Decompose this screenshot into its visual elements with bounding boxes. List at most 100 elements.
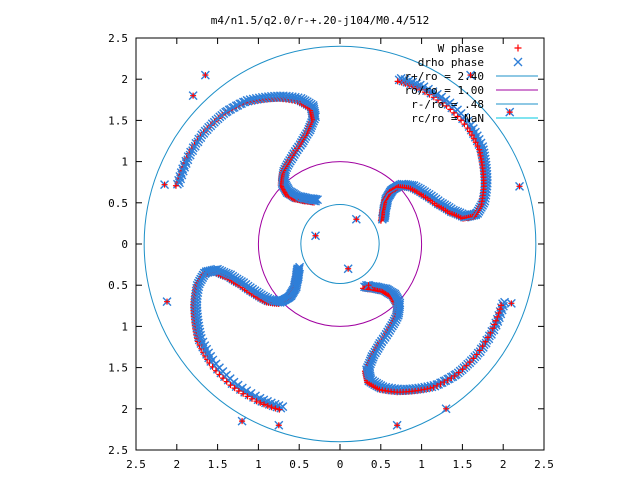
arm-2-w-point-95 — [470, 355, 477, 362]
scatter-w-3 — [202, 72, 209, 79]
scatter-w-4 — [239, 418, 246, 425]
arm-2-w-point-99 — [482, 338, 489, 345]
legend-label-1: drho phase — [418, 56, 484, 69]
y-tick-label-2: 1.5 — [108, 362, 128, 375]
legend-marker-1 — [513, 57, 523, 67]
radius-circle-2 — [300, 203, 380, 285]
arm-2-w-point-91 — [455, 369, 462, 376]
y-tick-label-10: 2.5 — [108, 32, 128, 45]
scatter-w-13 — [312, 232, 319, 239]
arm-1-w-point-86 — [472, 139, 479, 146]
arm-2-w-point-108 — [498, 302, 505, 309]
x-tick-label-3: 1 — [255, 458, 262, 471]
radius-circle-1 — [257, 161, 423, 327]
arm-0 — [172, 91, 323, 206]
radius-circles — [143, 45, 537, 443]
x-tick-label-10: 2.5 — [534, 458, 554, 471]
y-tick-label-4: 0.5 — [108, 279, 128, 292]
x-tick-label-6: 0.5 — [371, 458, 391, 471]
arm-1-w-point-92 — [458, 117, 465, 124]
y-tick-label-3: 1 — [121, 320, 128, 333]
arm-2 — [359, 280, 510, 396]
y-tick-label-8: 1.5 — [108, 114, 128, 127]
arm-3-w-point-94 — [219, 375, 226, 382]
scatter-w-9 — [516, 183, 523, 190]
scatter-w-15 — [365, 282, 372, 289]
x-tick-label-5: 0 — [337, 458, 344, 471]
chart-title: m4/n1.5/q2.0/r-+.20-j104/M0.4/512 — [211, 14, 430, 27]
legend-label-3: ro/ro = 1.00 — [405, 84, 484, 97]
arm-1-w-point-83 — [476, 149, 483, 156]
x-tick-label-0: 2.5 — [126, 458, 146, 471]
arm-3-w-point-95 — [223, 378, 230, 385]
y-tick-label-5: 0 — [121, 238, 128, 251]
arm-1-w-point-84 — [476, 146, 483, 153]
arm-3-w-point-101 — [249, 395, 256, 402]
arm-3 — [190, 262, 305, 413]
arm-1-w-point-90 — [464, 125, 471, 132]
arm-3-w-point-100 — [244, 393, 251, 400]
arm-1 — [377, 73, 492, 224]
arm-1-w-point-82 — [477, 152, 484, 159]
arm-1-w-point-88 — [468, 132, 475, 139]
arm-1-w-point-108 — [394, 78, 401, 85]
arm-3-w-point-102 — [253, 398, 260, 405]
legend-label-5: rc/ro = NaN — [411, 112, 484, 125]
y-tick-label-7: 1 — [121, 156, 128, 169]
y-tick-labels: 2.5 2 1.5 1 0.5 0 0.5 1 1.5 2 2.5 — [108, 32, 128, 457]
arm-2-w-point-90 — [451, 372, 458, 379]
arm-2-w-point-98 — [479, 343, 486, 350]
x-tick-labels: 2.5 2 1.5 1 0.5 0 0.5 1 1.5 2 2.5 — [126, 458, 554, 471]
scatter-w-5 — [275, 422, 282, 429]
arm-2-w-point-96 — [473, 351, 480, 358]
scattered-points — [160, 70, 525, 430]
spiral-arms — [172, 73, 510, 413]
x-tick-label-4: 0.5 — [289, 458, 309, 471]
arm-3-w-point-98 — [235, 387, 242, 394]
arm-1-w-point-85 — [474, 142, 481, 149]
scatter-w-12 — [353, 216, 360, 223]
arm-1-w-point-89 — [466, 128, 473, 135]
arm-2-w-point-97 — [476, 347, 483, 354]
scatter-w-2 — [190, 92, 197, 99]
y-tick-label-0: 2.5 — [108, 444, 128, 457]
axis-ticks — [135, 37, 545, 451]
arm-2-w-point-93 — [463, 362, 470, 369]
scatter-w-1 — [164, 298, 171, 305]
arm-3-w-point-106 — [268, 404, 275, 411]
arm-0-w-point-108 — [172, 182, 179, 189]
x-tick-label-1: 2 — [173, 458, 180, 471]
arm-3-w-point-97 — [231, 385, 238, 392]
legend-label-0: W phase — [438, 42, 484, 55]
arm-2-w-point-92 — [459, 366, 466, 373]
radius-circle-0 — [143, 45, 537, 443]
scatter-w-6 — [394, 422, 401, 429]
legend-label-2: r+/ro = 2.40 — [405, 70, 484, 83]
arm-3-w-point-96 — [227, 382, 234, 389]
arm-3-w-point-99 — [240, 390, 247, 397]
arm-3-w-point-104 — [261, 401, 268, 408]
y-tick-label-6: 0.5 — [108, 197, 128, 210]
arm-1-w-point-93 — [454, 113, 461, 120]
scatter-w-11 — [467, 72, 474, 79]
x-tick-label-7: 1 — [418, 458, 425, 471]
arm-1-w-point-91 — [461, 121, 468, 128]
legend-marker-0 — [514, 44, 522, 52]
scatter-w-10 — [506, 109, 513, 116]
arm-3-w-point-103 — [257, 399, 264, 406]
arm-1-w-point-87 — [470, 135, 477, 142]
x-tick-label-2: 1.5 — [208, 458, 228, 471]
scatter-w-14 — [345, 265, 352, 272]
x-tick-label-8: 1.5 — [452, 458, 472, 471]
arm-2-w-point-94 — [466, 359, 473, 366]
scatter-w-0 — [161, 181, 168, 188]
legend-label-4: r-/ro = .48 — [411, 98, 484, 111]
arm-3-w-point-105 — [264, 402, 271, 409]
scatter-w-7 — [443, 405, 450, 412]
scatter-w-8 — [508, 300, 515, 307]
y-tick-label-9: 2 — [121, 73, 128, 86]
x-tick-label-9: 2 — [500, 458, 507, 471]
arm-3-w-point-108 — [276, 406, 283, 413]
